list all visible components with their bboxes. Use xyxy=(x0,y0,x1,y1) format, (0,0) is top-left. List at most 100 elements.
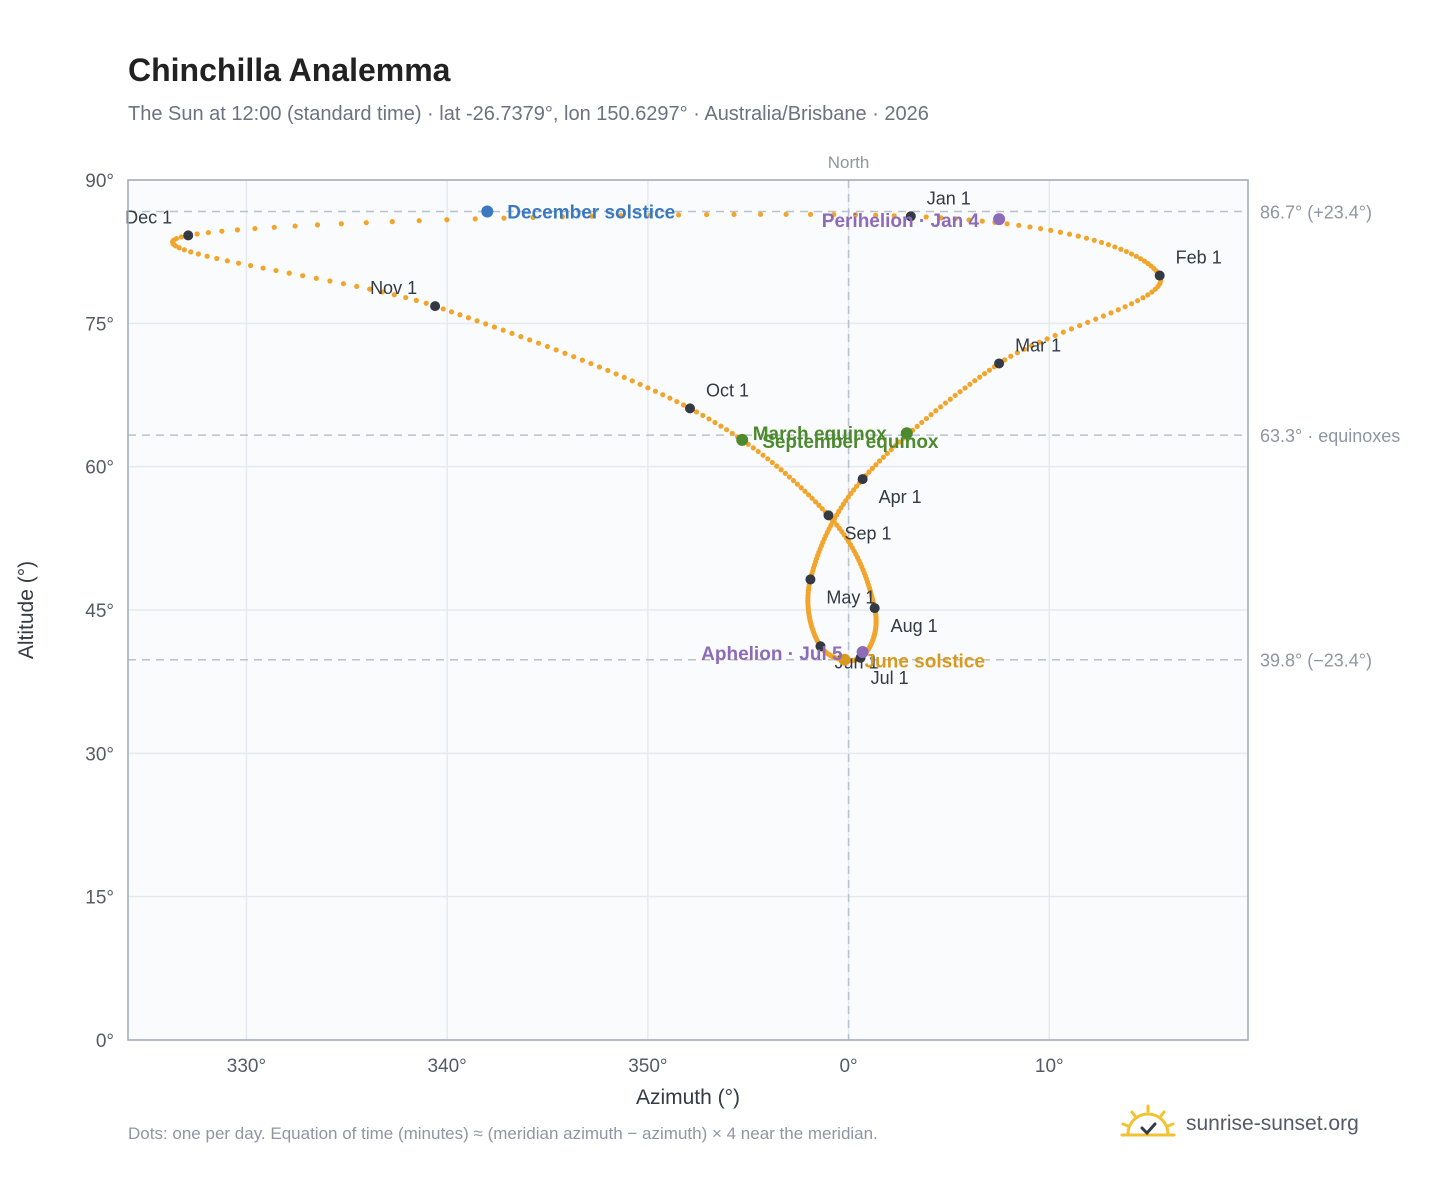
event-label: March equinox xyxy=(753,424,888,445)
chart-subtitle: The Sun at 12:00 (standard time) · lat -… xyxy=(128,103,929,125)
daily-sun-dot xyxy=(613,371,619,377)
month-label: Jul 1 xyxy=(871,668,909,688)
daily-sun-dot xyxy=(472,216,478,222)
daily-sun-dot xyxy=(518,334,524,340)
event-label: December solstice xyxy=(507,203,675,224)
daily-sun-dot xyxy=(1134,298,1141,304)
daily-sun-dot xyxy=(509,330,515,336)
y-tick-label: 30° xyxy=(85,744,114,765)
daily-sun-dot xyxy=(413,297,419,303)
event-marker xyxy=(838,653,851,666)
daily-sun-dot xyxy=(914,423,920,429)
chart-title: Chinchilla Analemma xyxy=(128,52,451,88)
daily-sun-dot xyxy=(652,388,659,394)
daily-sun-dot xyxy=(1149,289,1155,295)
reference-line-label: 39.8° (−23.4°) xyxy=(1260,651,1372,671)
daily-sun-dot xyxy=(783,211,789,217)
daily-sun-dot xyxy=(816,502,822,508)
daily-sun-dot xyxy=(693,409,700,415)
daily-sun-dot xyxy=(866,469,872,475)
daily-sun-dot xyxy=(444,217,450,223)
event-marker xyxy=(856,646,869,659)
daily-sun-dot xyxy=(292,223,298,229)
reference-lines: 86.7° (+23.4°) 63.3° · equinoxes 39.8° (−2… xyxy=(128,203,1400,671)
daily-sun-dot xyxy=(559,214,566,220)
daily-sun-dot xyxy=(819,506,825,512)
daily-sun-dot xyxy=(1108,310,1114,316)
daily-sun-dot xyxy=(957,389,963,395)
month-label: Feb 1 xyxy=(1176,248,1222,268)
x-tick-label: 0° xyxy=(839,1056,857,1077)
daily-sun-dot xyxy=(1036,339,1042,345)
daily-sun-dot xyxy=(731,211,737,218)
daily-sun-dot xyxy=(544,343,550,350)
daily-sun-dot xyxy=(647,212,653,218)
month-marker xyxy=(869,603,880,614)
daily-sun-dot xyxy=(579,357,585,363)
daily-sun-dot xyxy=(1029,343,1035,349)
daily-sun-dot xyxy=(952,392,958,399)
brand-logo[interactable]: sunrise-sunset.org xyxy=(1120,1102,1359,1146)
daily-sun-dot xyxy=(1100,313,1107,319)
x-axis-label: Azimuth (°) xyxy=(636,1086,740,1109)
daily-sun-dot xyxy=(712,419,718,426)
daily-sun-dot xyxy=(234,227,241,233)
daily-sun-dot xyxy=(1128,251,1135,257)
daily-sun-dot xyxy=(1008,353,1014,359)
daily-sun-dot xyxy=(637,381,643,387)
daily-sun-dot xyxy=(286,270,292,276)
daily-sun-dot xyxy=(1037,226,1044,232)
month-marker xyxy=(905,211,916,222)
daily-sun-dot xyxy=(979,218,985,224)
event-marker xyxy=(900,427,913,440)
daily-sun-dot xyxy=(1083,235,1090,241)
meridian-label: North xyxy=(828,153,870,172)
y-tick-label: 60° xyxy=(85,458,114,479)
daily-sun-dot xyxy=(448,309,455,315)
daily-sun-dot xyxy=(923,415,930,422)
daily-sun-dot xyxy=(962,385,968,391)
daily-sun-dot xyxy=(892,443,898,449)
daily-sun-dot xyxy=(794,481,801,487)
event-label: Perihelion · Jan 4 xyxy=(822,211,980,232)
daily-sun-dot xyxy=(416,218,422,224)
y-tick-label: 45° xyxy=(85,601,114,622)
daily-sun-dot xyxy=(173,235,180,242)
daily-sun-dot xyxy=(327,278,333,284)
daily-sun-dot xyxy=(1077,322,1083,329)
daily-sun-dot xyxy=(645,385,651,391)
daily-sun-dot xyxy=(188,249,194,255)
month-marker xyxy=(857,474,868,485)
daily-sun-dot xyxy=(1098,239,1105,246)
month-marker xyxy=(815,641,826,652)
daily-sun-dot xyxy=(530,214,536,220)
daily-sun-dot xyxy=(660,392,666,398)
daily-sun-dot xyxy=(1091,237,1097,243)
daily-sun-dot xyxy=(831,211,837,218)
daily-sun-dot xyxy=(629,378,635,384)
daily-sun-dot xyxy=(1048,227,1054,233)
daily-sun-dot xyxy=(986,367,993,373)
daily-sun-dot xyxy=(778,467,784,473)
daily-sun-dot xyxy=(1052,332,1058,339)
daily-sun-dot xyxy=(760,452,766,458)
daily-sun-dot xyxy=(247,262,254,269)
daily-sun-dot xyxy=(219,228,225,234)
daily-sun-dot xyxy=(802,488,808,494)
daily-sun-dot xyxy=(501,215,507,221)
daily-sun-dot xyxy=(1118,246,1124,252)
event-label: Aphelion · Jul 5 xyxy=(701,644,843,665)
daily-sun-dot xyxy=(1060,329,1066,335)
y-axis-label: Altitude (°) xyxy=(15,561,38,659)
daily-sun-dot xyxy=(977,374,983,380)
month-label: Oct 1 xyxy=(706,380,749,400)
daily-sun-dot xyxy=(852,212,859,218)
daily-sun-dot xyxy=(700,412,706,419)
month-marker xyxy=(823,510,834,521)
daily-sun-dot xyxy=(403,294,409,301)
daily-sun-dot xyxy=(675,212,682,218)
daily-sun-dot xyxy=(1105,242,1112,248)
x-tick-label: 330° xyxy=(227,1056,266,1077)
daily-sun-dot xyxy=(1112,244,1118,250)
daily-sun-dot xyxy=(1066,231,1073,237)
